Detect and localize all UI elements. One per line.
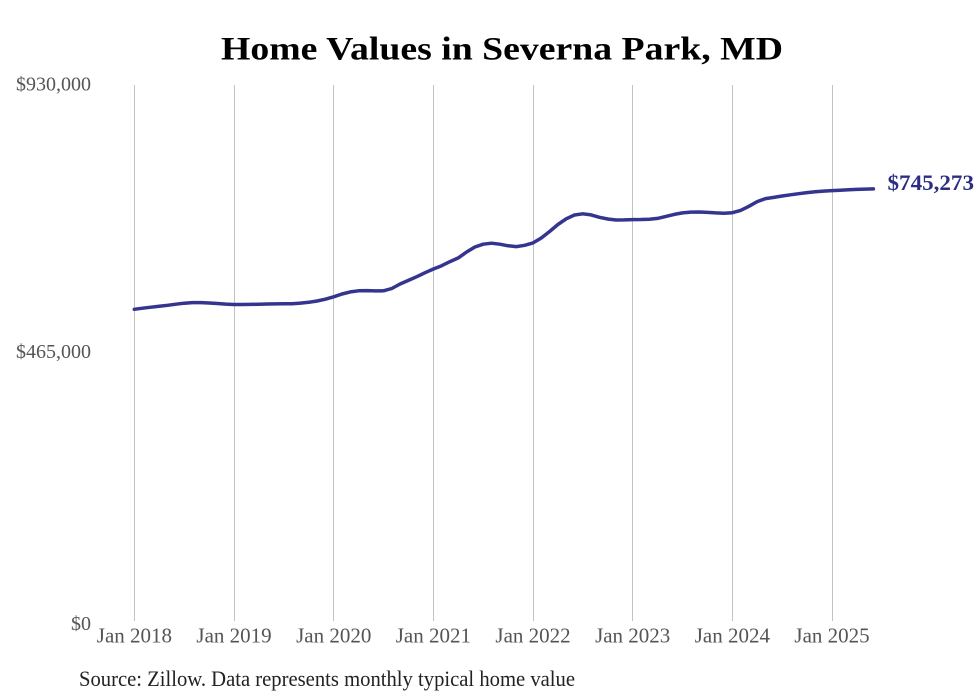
svg-text:Home Values in Severna Park, M: Home Values in Severna Park, MD (221, 32, 783, 68)
svg-text:Jan 2023: Jan 2023 (595, 624, 670, 648)
svg-text:$0: $0 (71, 613, 91, 635)
svg-text:Jan 2024: Jan 2024 (695, 624, 771, 648)
svg-text:Jan 2020: Jan 2020 (296, 624, 371, 648)
svg-text:$745,273: $745,273 (888, 170, 975, 195)
svg-text:$465,000: $465,000 (16, 341, 91, 363)
svg-text:Jan 2025: Jan 2025 (794, 624, 869, 648)
svg-text:$930,000: $930,000 (16, 74, 91, 96)
svg-text:Jan 2021: Jan 2021 (396, 624, 471, 648)
svg-text:Jan 2018: Jan 2018 (97, 624, 172, 648)
svg-text:Source: Zillow. Data represent: Source: Zillow. Data represents monthly … (79, 666, 575, 691)
svg-text:Jan 2019: Jan 2019 (196, 624, 271, 648)
svg-text:Jan 2022: Jan 2022 (495, 624, 570, 648)
